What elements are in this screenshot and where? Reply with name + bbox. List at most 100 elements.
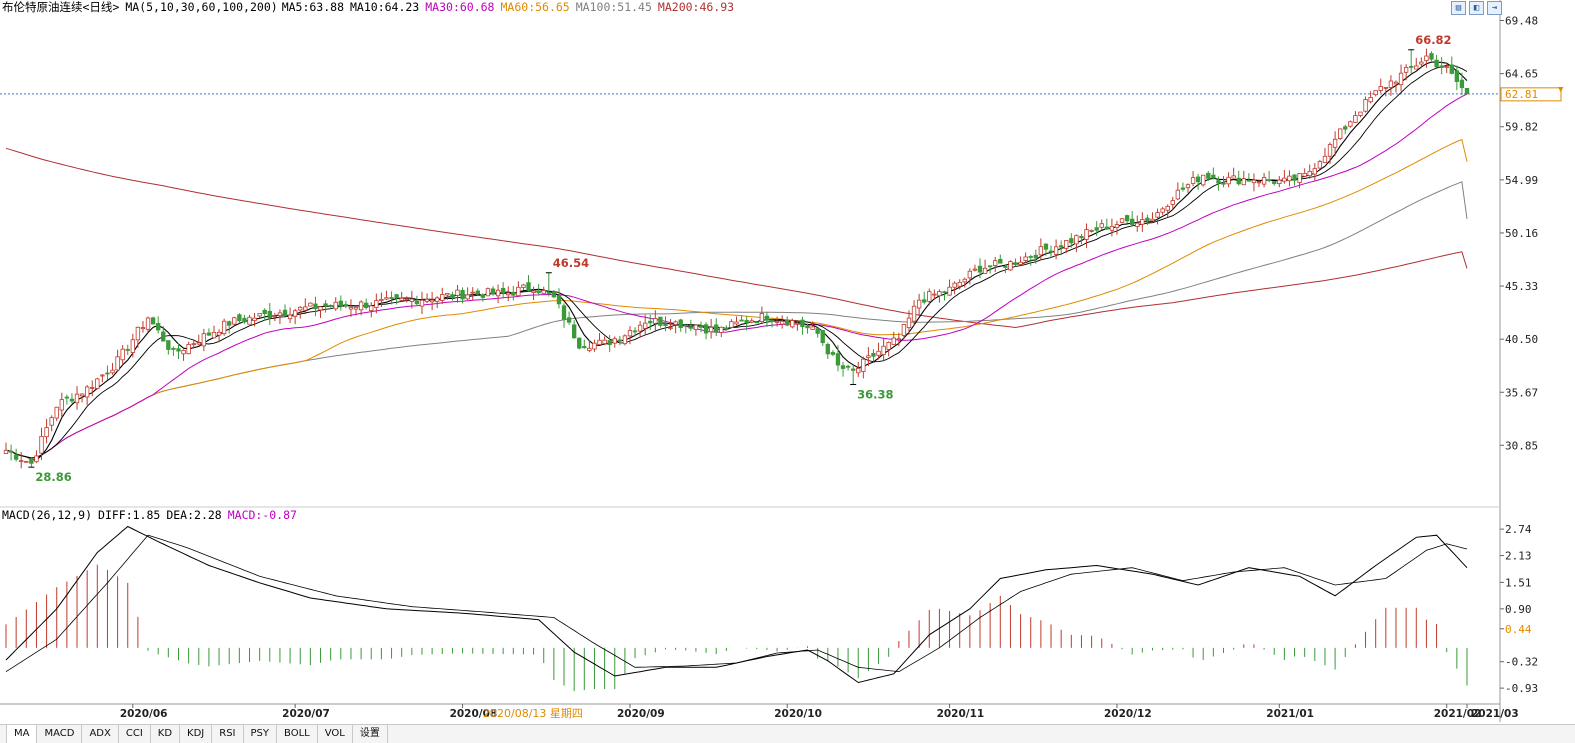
macd-diff-line — [5, 525, 1468, 684]
macd-header: MACD(26,12,9) DIFF:1.85 DEA:2.28 MACD:-0.87 — [2, 508, 303, 522]
candle — [577, 337, 582, 350]
macd-y-tick-label: 0.44 — [1505, 623, 1532, 636]
instrument-title: 布伦特原油连续<日线> — [2, 0, 120, 14]
candle — [298, 306, 303, 319]
candle — [1277, 176, 1282, 188]
candle — [785, 316, 790, 327]
candle — [1114, 220, 1120, 235]
candle — [820, 330, 825, 346]
candle — [541, 286, 546, 294]
candle — [506, 286, 511, 302]
candle — [1109, 218, 1115, 237]
candle — [1256, 179, 1262, 187]
candle — [632, 327, 638, 337]
candle — [176, 343, 181, 360]
candle — [1165, 204, 1170, 217]
candle — [851, 364, 856, 385]
candle — [191, 339, 196, 349]
candle — [252, 312, 257, 327]
candle — [759, 306, 765, 324]
y-tick-label: 54.99 — [1505, 174, 1538, 187]
candle — [1383, 86, 1389, 97]
candle — [1084, 223, 1089, 248]
candle — [521, 283, 526, 290]
x-tick-label: 2020/09 — [617, 708, 665, 720]
x-tick-label: 2021/03 — [1471, 708, 1519, 720]
candle — [1003, 264, 1008, 274]
candle — [318, 306, 323, 318]
candle — [1292, 174, 1297, 186]
candle — [181, 349, 186, 361]
candle — [470, 287, 475, 301]
candle — [982, 259, 988, 274]
tab-settings[interactable]: 设置 — [353, 725, 388, 743]
tab-boll[interactable]: BOLL — [277, 725, 318, 743]
y-tick-label: 30.85 — [1505, 439, 1538, 452]
tab-cci[interactable]: CCI — [119, 725, 151, 743]
candle — [206, 328, 212, 337]
candle — [59, 392, 64, 418]
candle — [282, 304, 288, 317]
tab-vol[interactable]: VOL — [318, 725, 353, 743]
tab-kd[interactable]: KD — [151, 725, 181, 743]
candle — [1459, 72, 1465, 96]
candle — [125, 344, 130, 355]
macd-y-tick-label: 2.13 — [1505, 550, 1532, 563]
candle — [303, 298, 308, 315]
candle — [272, 312, 278, 322]
candle — [1368, 91, 1373, 104]
candle — [1221, 175, 1226, 188]
tab-psy[interactable]: PSY — [244, 725, 278, 743]
zoom-out-icon[interactable]: ◧ — [1469, 1, 1484, 15]
candle — [1282, 169, 1287, 184]
candle — [582, 339, 587, 349]
tab-ma[interactable]: MA — [7, 725, 38, 743]
candle — [744, 316, 749, 331]
candle — [1251, 173, 1257, 192]
candle — [435, 296, 440, 309]
candle — [1008, 260, 1013, 271]
candle — [379, 292, 384, 308]
candle — [105, 365, 110, 381]
candle — [211, 325, 217, 339]
extreme-label: 66.82 — [1415, 33, 1451, 47]
candle — [343, 300, 349, 309]
candle — [668, 319, 673, 331]
tab-kdj[interactable]: KDJ — [180, 725, 213, 743]
candle — [455, 285, 460, 303]
ma10-line — [5, 64, 1468, 459]
candle — [90, 380, 95, 397]
macd-dea-line — [5, 534, 1468, 673]
ma30-value: MA30:60.68 — [425, 0, 495, 14]
tab-rsi[interactable]: RSI — [212, 725, 244, 743]
macd-y-tick-label: -0.93 — [1505, 682, 1538, 695]
candle — [1079, 234, 1084, 245]
candle — [637, 321, 643, 338]
candle — [84, 385, 90, 406]
macd-param-label: MACD(26,12,9) — [2, 508, 93, 522]
ma60-value: MA60:56.65 — [500, 0, 570, 14]
candle — [866, 347, 871, 367]
candle — [1343, 124, 1348, 135]
candle — [653, 310, 658, 332]
candle — [729, 319, 734, 329]
tab-adx[interactable]: ADX — [82, 725, 119, 743]
scroll-icon[interactable]: ⇥ — [1487, 1, 1502, 15]
candle — [602, 336, 607, 346]
candle — [719, 326, 724, 338]
candle — [830, 350, 836, 357]
candle — [201, 328, 207, 352]
candle — [323, 300, 328, 313]
tab-macd[interactable]: MACD — [37, 725, 83, 743]
candle — [196, 334, 201, 346]
candle — [916, 293, 922, 316]
candle — [1327, 142, 1333, 164]
candle — [440, 287, 445, 305]
zoom-in-icon[interactable]: ▤ — [1451, 1, 1466, 15]
candle — [475, 288, 480, 296]
candle — [556, 288, 562, 309]
candle — [1312, 163, 1317, 181]
last-price-label: 62.81 — [1505, 88, 1538, 101]
candle — [1317, 159, 1323, 169]
